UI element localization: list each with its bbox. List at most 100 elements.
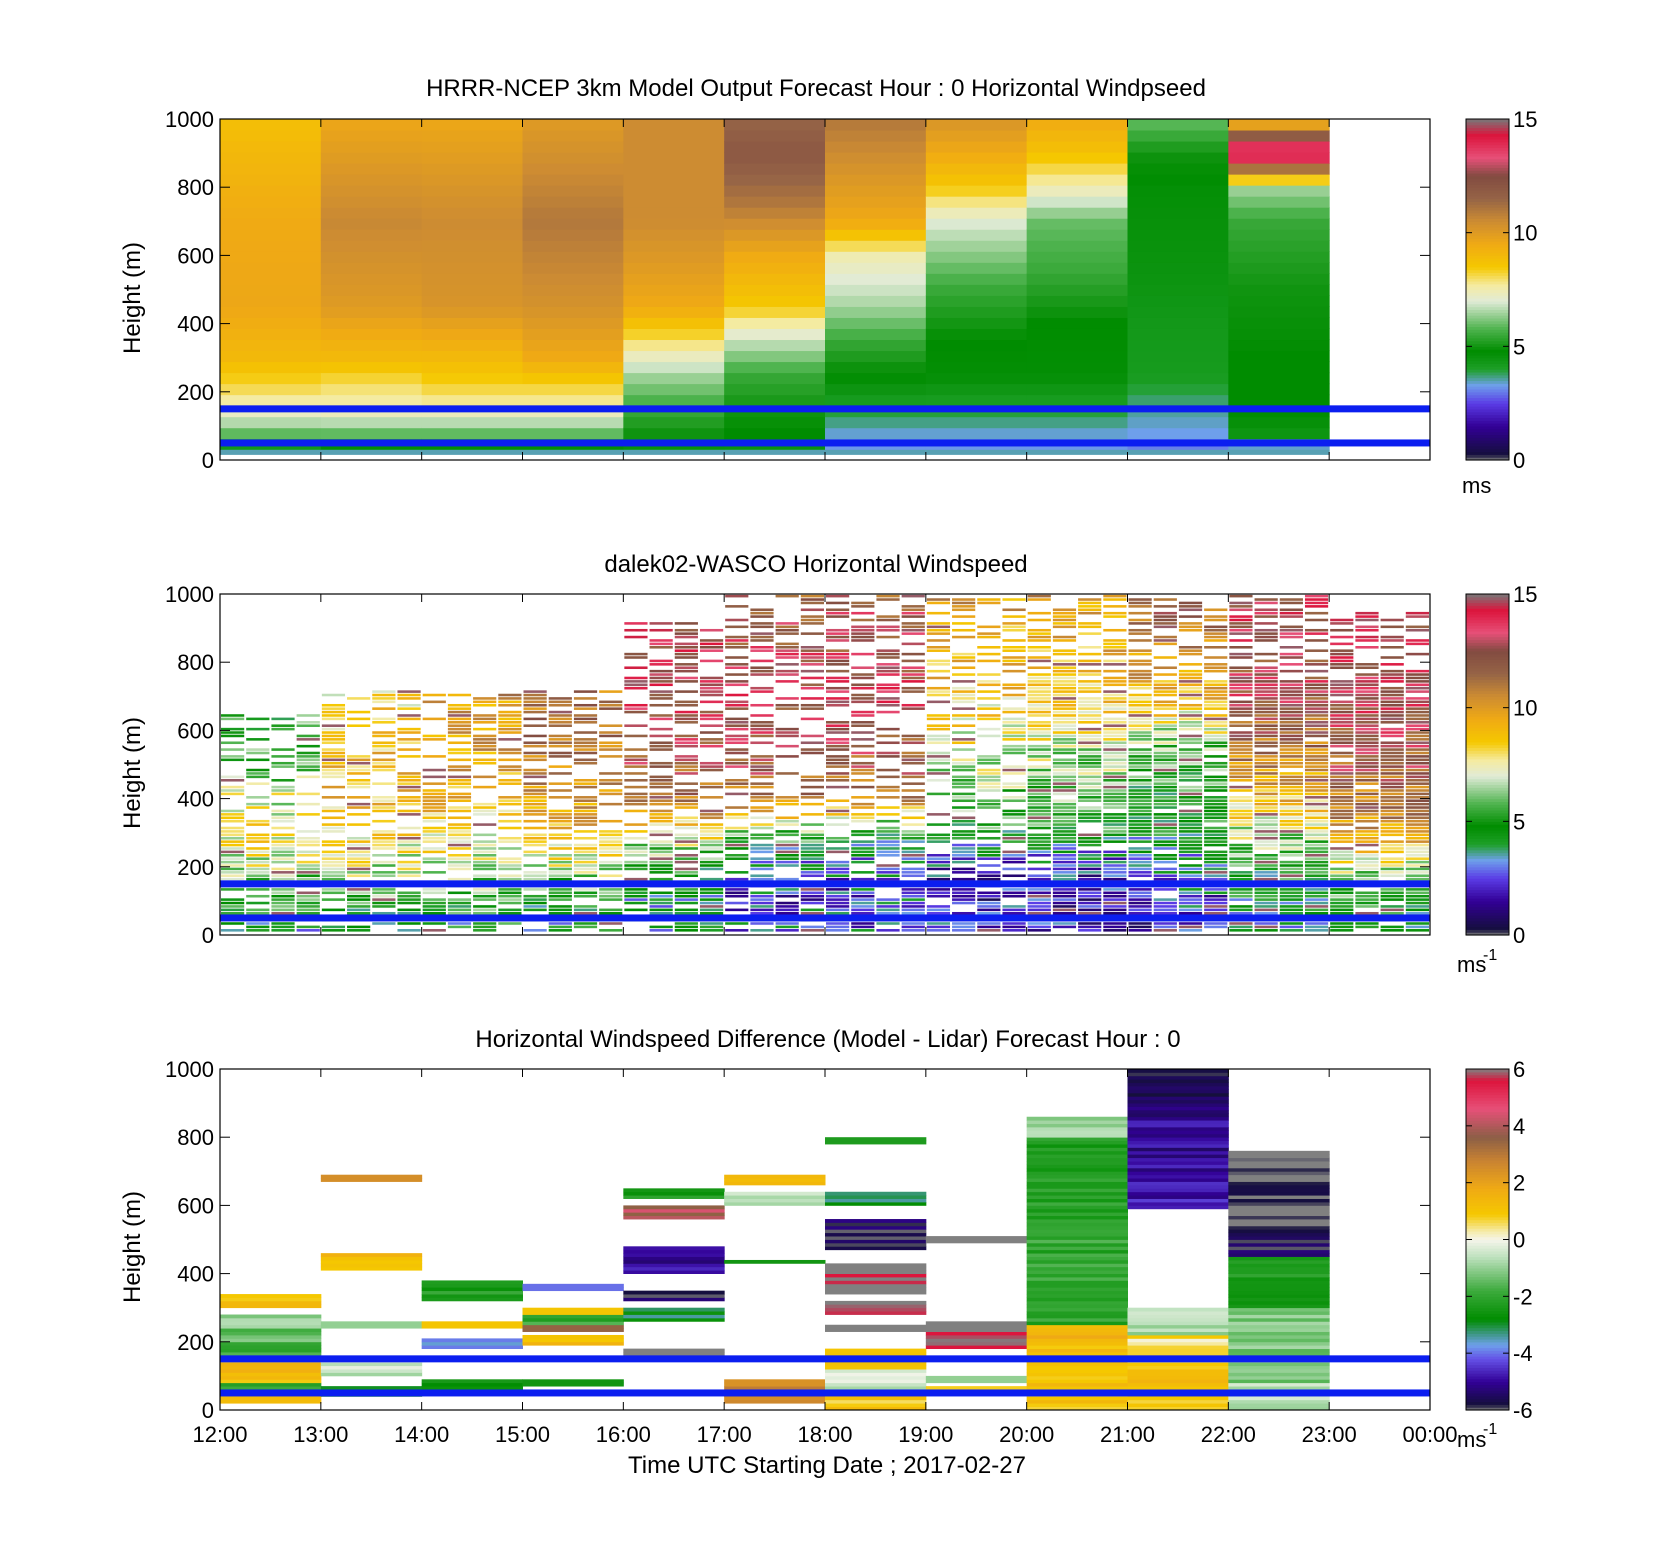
heatmap-cell [925,1331,1028,1336]
heatmap-cell [1153,717,1177,721]
heatmap-cell [826,755,850,758]
heatmap-cell [1229,891,1253,895]
heatmap-cell [901,789,925,792]
heatmap-cell [296,765,320,768]
heatmap-cell [220,1386,322,1390]
heatmap-cell [724,339,826,352]
heatmap-cell [1228,1236,1330,1240]
heatmap-cell [221,813,245,816]
heatmap-cell [1127,1161,1229,1165]
heatmap-cell [320,196,423,208]
heatmap-cell [775,796,799,799]
heatmap-cell [674,768,698,772]
heatmap-cell [724,1379,826,1384]
heatmap-cell [825,1283,927,1288]
heatmap-cell [221,792,245,796]
heatmap-cell [800,871,824,874]
heatmap-cell [548,867,572,871]
heatmap-cell [1026,1304,1128,1309]
heatmap-cell [1078,625,1102,629]
heatmap-cell [1380,663,1404,666]
heatmap-cell [447,785,472,789]
heatmap-cell [825,1263,927,1268]
heatmap-cell [599,860,623,864]
heatmap-cell [825,229,927,241]
heatmap-cell [825,372,927,385]
reference-line [220,1389,1430,1397]
heatmap-cell [1355,724,1379,727]
colorbar-cell [1466,1299,1509,1303]
heatmap-cell [1078,765,1102,768]
heatmap-cell [1103,768,1127,772]
heatmap-cell [1178,625,1203,629]
heatmap-cell [1380,758,1404,762]
heatmap-cell [1279,707,1303,710]
colorbar-cell [1466,679,1509,683]
heatmap-cell [1178,802,1203,806]
heatmap-cell [750,703,774,707]
heatmap-cell [447,765,472,768]
heatmap-cell [1380,669,1404,673]
heatmap-cell [599,894,623,898]
heatmap-cell [1128,778,1152,782]
heatmap-cell [246,867,270,871]
heatmap-cell [1228,350,1330,363]
heatmap-cell [1279,598,1303,601]
heatmap-cell [599,819,623,823]
heatmap-cell [926,632,951,635]
heatmap-cell [623,361,725,374]
heatmap-cell [926,833,951,837]
heatmap-cell [901,888,925,891]
heatmap-cell [1078,785,1102,789]
heatmap-cell [624,724,648,727]
heatmap-cell [1027,632,1051,635]
heatmap-cell [649,864,673,867]
heatmap-cell [1128,649,1152,652]
heatmap-cell [573,871,598,874]
heatmap-cell [825,427,927,440]
heatmap-cell [699,891,724,895]
heatmap-cell [447,748,472,751]
heatmap-cell [246,782,270,785]
heatmap-cell [725,683,749,687]
heatmap-cell [1128,622,1152,625]
heatmap-cell [220,1352,322,1356]
heatmap-cell [1052,836,1077,840]
heatmap-cell [826,901,850,905]
panel-lidar: dalek02-WASCO Horizontal Windspeed Heigh… [119,551,1537,977]
heatmap-cell [851,840,875,843]
heatmap-cell [725,758,749,762]
heatmap-cell [825,1399,927,1404]
heatmap-cell [220,1375,322,1380]
heatmap-cell [447,768,472,772]
heatmap-cell [1279,874,1303,878]
heatmap-cell [674,857,698,860]
colorbar-cell [1466,136,1509,140]
heatmap-cell [421,141,523,153]
heatmap-cell [952,659,976,663]
heatmap-cell [1178,727,1203,731]
heatmap-cell [826,649,850,652]
heatmap-cell [800,703,824,707]
colorbar-cell [1466,1367,1509,1371]
heatmap-cell [548,819,572,823]
heatmap-cell [447,857,472,860]
heatmap-cell [1153,901,1177,905]
heatmap-cell [1330,833,1354,837]
heatmap-cell [1128,785,1152,789]
heatmap-cell [1229,796,1253,799]
heatmap-cell [649,690,673,693]
heatmap-cell [699,782,724,785]
heatmap-cell [221,816,245,820]
heatmap-cell [977,802,1001,806]
heatmap-cell [1229,710,1253,714]
heatmap-cell [1254,608,1278,612]
heatmap-cell [220,1369,322,1373]
heatmap-cell [1078,758,1102,762]
heatmap-cell [1128,721,1152,724]
heatmap-cell [775,622,799,625]
heatmap-cell [548,782,572,785]
heatmap-cell [1228,1369,1330,1373]
heatmap-cell [1279,847,1303,850]
heatmap-cell [573,751,598,755]
